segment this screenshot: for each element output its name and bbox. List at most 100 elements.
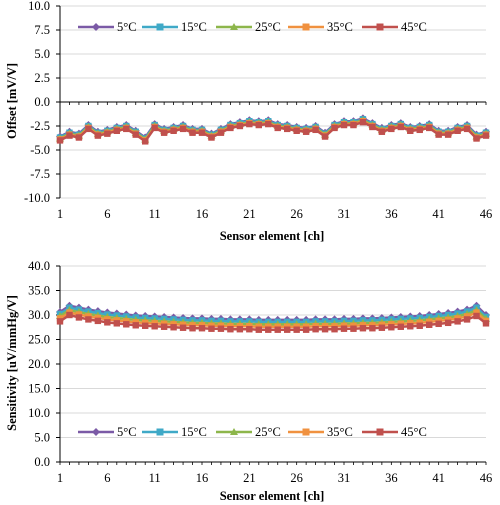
sensitivity-legend-marker (376, 428, 384, 436)
sensitivity-y-tick-label: 15.0 (28, 382, 50, 396)
offset-data-point (227, 124, 234, 132)
sensitivity-legend-item: 45°C (362, 425, 427, 439)
offset-data-point (198, 129, 206, 136)
offset-data-point (189, 129, 196, 136)
sensitivity-data-point (56, 318, 64, 325)
sensitivity-data-point (94, 317, 102, 325)
offset-y-tick-label: 7.5 (34, 23, 50, 37)
offset-x-tick-label: 16 (196, 207, 209, 221)
sensitivity-data-point (302, 326, 310, 333)
sensitivity-data-point (293, 326, 300, 333)
sensitivity-data-point (454, 318, 461, 325)
sensitivity-data-point (388, 324, 395, 331)
offset-y-tick-label: -10.0 (24, 191, 50, 205)
offset-legend-marker (230, 23, 238, 30)
sensitivity-data-point (426, 321, 433, 328)
offset-data-point (56, 137, 64, 144)
sensitivity-data-point (189, 325, 196, 332)
offset-data-point (66, 132, 73, 139)
offset-data-point (378, 128, 386, 135)
sensitivity-x-tick-label: 31 (338, 471, 351, 485)
sensitivity-data-point (407, 323, 414, 330)
sensitivity-y-tick-label: 10.0 (28, 406, 50, 420)
sensitivity-series-line (59, 304, 487, 322)
offset-legend-item: 25°C (216, 20, 281, 34)
sensitivity-data-point (482, 320, 490, 327)
sensitivity-data-point (444, 319, 452, 327)
offset-data-point (142, 138, 149, 145)
offset-data-point (388, 125, 395, 133)
offset-legend-marker (92, 23, 100, 31)
offset-data-point (473, 135, 480, 142)
sensitivity-y-axis-title: Sensitivity [uV/mmHg/V] (5, 295, 19, 431)
offset-data-point (94, 132, 102, 139)
sensitivity-data-point (463, 316, 471, 323)
sensitivity-data-point (416, 322, 423, 329)
offset-chart: -10.0-7.5-5.0-2.50.02.55.07.510.0 1 6 11 16… (5, 0, 492, 243)
offset-legend-item: 5°C (78, 20, 137, 34)
offset-data-point (151, 124, 158, 132)
offset-data-point (416, 126, 423, 134)
sensitivity-data-point (350, 325, 357, 332)
offset-x-tick-label: 26 (290, 207, 303, 221)
offset-data-point (265, 120, 272, 128)
offset-legend-marker (156, 23, 164, 31)
offset-y-tick-label: 5.0 (34, 47, 50, 61)
offset-data-point (246, 120, 253, 128)
offset-x-tick-label: 41 (432, 207, 445, 221)
sensitivity-legend-label: 25°C (255, 425, 281, 439)
sensitivity-data-point (85, 316, 92, 323)
sensitivity-y-tick-label: 25.0 (28, 333, 50, 347)
offset-data-point (340, 121, 348, 129)
sensitivity-y-tick-label: 30.0 (28, 308, 50, 322)
sensitivity-series-45C (56, 311, 490, 333)
offset-x-tick-label: 31 (338, 207, 351, 221)
offset-data-point (407, 127, 414, 134)
sensitivity-chart: 0.05.010.015.020.025.030.035.040.0 1 6 11 1… (5, 259, 492, 503)
sensitivity-legend-item: 5°C (78, 425, 137, 439)
offset-data-point (284, 125, 291, 133)
offset-data-point (104, 130, 111, 137)
sensitivity-data-point (151, 323, 158, 330)
offset-y-tick-label: 2.5 (34, 71, 50, 85)
offset-data-point (179, 125, 187, 133)
sensitivity-legend-item: 35°C (288, 425, 353, 439)
offset-legend-label: 35°C (327, 20, 353, 34)
sensitivity-data-point (473, 312, 480, 320)
sensitivity-y-tick-label: 5.0 (34, 431, 50, 445)
sensitivity-data-point (265, 326, 272, 333)
offset-x-tick-label: 21 (243, 207, 256, 221)
sensitivity-data-point (312, 326, 319, 333)
offset-data-point (302, 128, 310, 135)
sensitivity-data-point (435, 320, 442, 328)
offset-series-line (59, 120, 487, 144)
sensitivity-data-point (170, 324, 177, 331)
sensitivity-x-tick-label: 46 (480, 471, 493, 485)
offset-data-point (454, 127, 461, 134)
offset-data-point (359, 118, 367, 126)
offset-data-point (331, 124, 338, 132)
sensitivity-data-point (246, 326, 253, 333)
sensitivity-x-tick-label: 41 (432, 471, 445, 485)
sensitivity-y-tick-label: 0.0 (34, 455, 50, 469)
sensitivity-data-point (198, 325, 206, 332)
sensitivity-legend-item: 25°C (216, 425, 281, 439)
offset-x-axis-title: Sensor element [ch] (220, 229, 325, 243)
offset-data-point (217, 129, 225, 136)
offset-y-tick-label: -2.5 (30, 119, 50, 133)
sensitivity-y-tick-label: 20.0 (28, 357, 50, 371)
offset-legend-item: 45°C (362, 20, 427, 34)
offset-y-tick-label: -5.0 (30, 143, 50, 157)
sensitivity-series-line (59, 313, 487, 331)
offset-x-tick-label: 6 (104, 207, 110, 221)
sensitivity-data-point (340, 325, 348, 332)
offset-legend-item: 15°C (142, 20, 207, 34)
offset-data-point (75, 134, 83, 141)
sensitivity-data-point (397, 323, 404, 330)
sensitivity-data-point (284, 326, 291, 333)
offset-x-tick-label: 11 (149, 207, 161, 221)
offset-x-tick-label: 46 (480, 207, 493, 221)
offset-legend-item: 35°C (288, 20, 353, 34)
sensitivity-legend-marker (92, 428, 100, 436)
offset-y-tick-label: 0.0 (34, 95, 50, 109)
